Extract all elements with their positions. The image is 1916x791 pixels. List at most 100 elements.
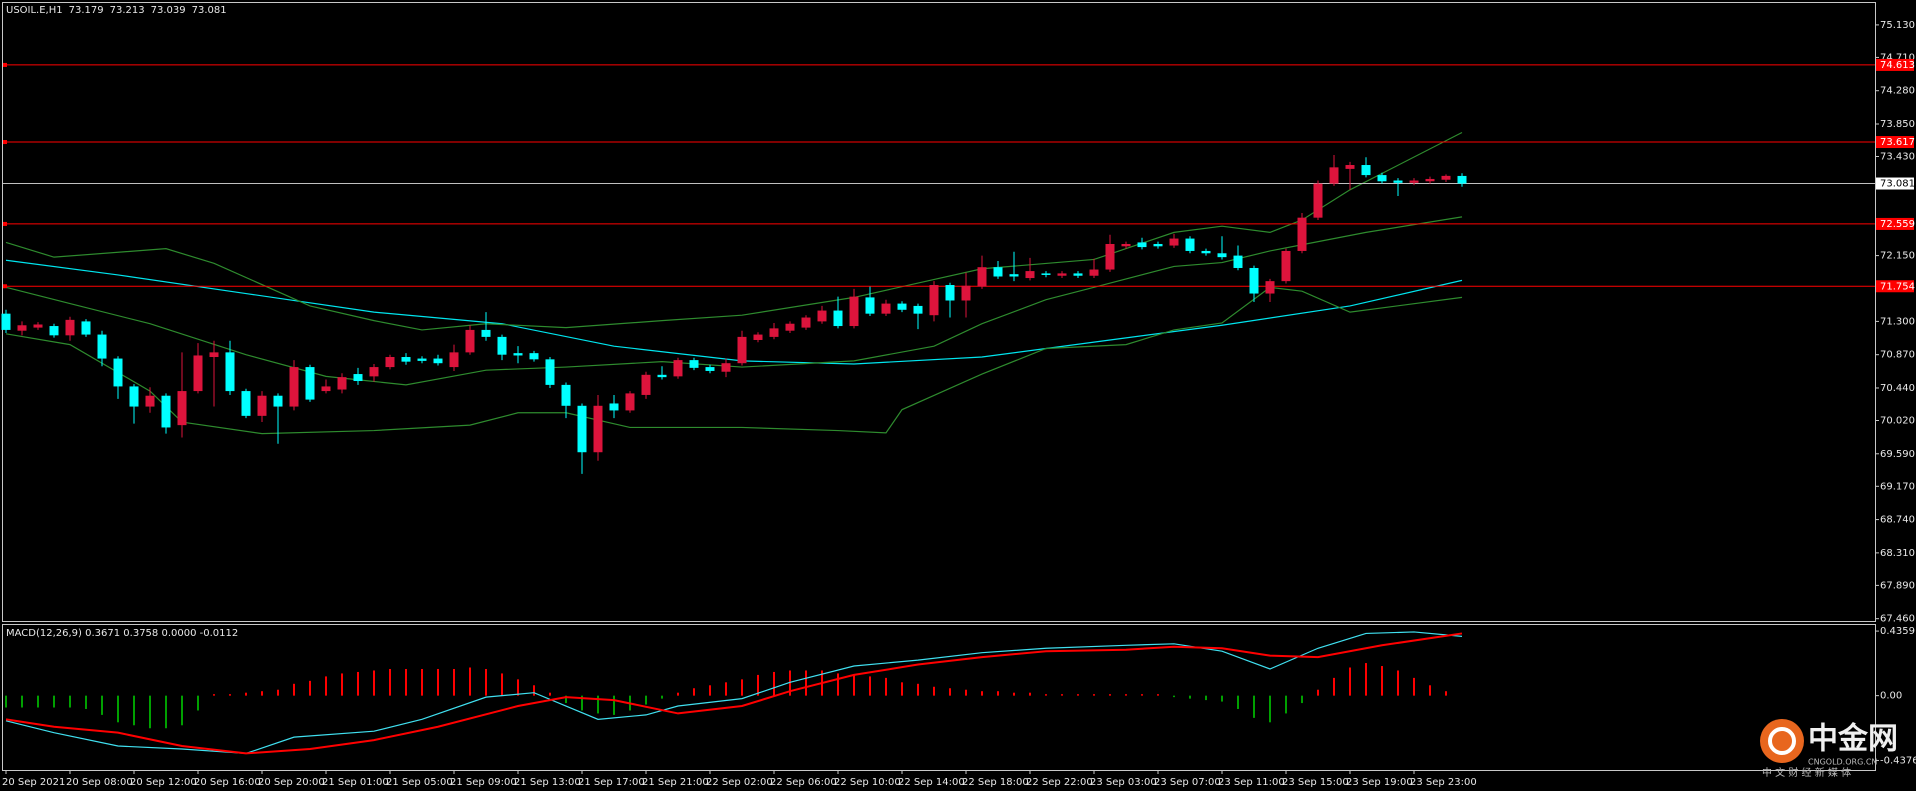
candle-body	[705, 367, 715, 371]
candle-body	[1137, 242, 1147, 248]
candle-body	[1425, 178, 1435, 182]
macd-bar	[1013, 692, 1015, 696]
watermark-slogan: 中 文 财 经 新 媒 体	[1762, 766, 1851, 779]
macd-bar	[965, 689, 967, 696]
candle-body	[113, 358, 123, 387]
candle-body	[737, 336, 747, 364]
x-tick-label: 23 Sep 15:00	[1282, 777, 1349, 788]
candle-body	[1121, 243, 1131, 247]
macd-bar	[933, 686, 935, 696]
header-open: 73.179	[69, 5, 104, 16]
candle-body	[1025, 271, 1035, 279]
macd-bar	[389, 668, 391, 696]
macd-bar	[405, 668, 407, 696]
macd-bar	[645, 695, 647, 705]
candle-body	[1041, 273, 1051, 275]
macd-bar	[5, 695, 7, 708]
x-tick-label: 21 Sep 21:00	[642, 777, 709, 788]
level-marker	[3, 140, 7, 145]
macd-bar	[133, 695, 135, 726]
candle-body	[1185, 238, 1195, 251]
symbol: USOIL.E,H1	[6, 5, 63, 16]
macd-bar	[661, 695, 663, 699]
candle-body	[257, 395, 267, 416]
macd-bar	[373, 670, 375, 696]
candle-body	[913, 305, 923, 314]
macd-bar	[725, 682, 727, 696]
macd-bar	[149, 695, 151, 729]
macd-bar	[901, 682, 903, 696]
candle-body	[337, 377, 347, 390]
macd-bar	[549, 692, 551, 696]
header-low: 73.039	[151, 5, 186, 16]
x-tick-label: 22 Sep 22:00	[1026, 777, 1093, 788]
candle-body	[625, 393, 635, 411]
candle-body	[1105, 243, 1115, 270]
header: USOIL.E,H1 73.179 73.213 73.039 73.081	[6, 5, 227, 16]
candle-body	[545, 359, 555, 385]
level-label-bg	[1876, 58, 1914, 71]
x-tick-label: 22 Sep 02:00	[706, 777, 773, 788]
candle-body	[785, 323, 795, 331]
candle-body	[321, 386, 331, 392]
candle-body	[1457, 175, 1467, 184]
candle-body	[1169, 238, 1179, 246]
macd-bar	[741, 679, 743, 696]
x-tick-label: 20 Sep 16:00	[194, 777, 261, 788]
macd-bar	[1045, 694, 1047, 696]
x-tick-label: 23 Sep 19:00	[1346, 777, 1413, 788]
x-tick-label: 20 Sep 2021	[2, 777, 65, 788]
candle-body	[433, 358, 443, 364]
x-tick-label: 21 Sep 09:00	[450, 777, 517, 788]
level-label-bg	[1876, 217, 1914, 230]
main-panel-frame	[2, 2, 1876, 622]
macd-bar	[469, 667, 471, 696]
x-tick-label: 20 Sep 20:00	[258, 777, 325, 788]
macd-bar	[917, 683, 919, 696]
macd-bar	[101, 695, 103, 715]
candle-body	[1329, 167, 1339, 184]
macd-bar	[517, 679, 519, 696]
candle-body	[129, 386, 139, 407]
macd-bar	[437, 668, 439, 696]
current-price-label: 73.081	[1880, 179, 1915, 190]
macd-line	[5, 632, 1463, 755]
macd-bar	[1349, 667, 1351, 696]
x-tick-label: 22 Sep 06:00	[770, 777, 837, 788]
macd-bar	[197, 695, 199, 711]
candle-body	[513, 353, 523, 356]
macd-bar	[1077, 694, 1079, 696]
x-tick-label: 20 Sep 08:00	[66, 777, 133, 788]
macd-bar	[85, 695, 87, 709]
candle-body	[1201, 250, 1211, 254]
candle-body	[977, 267, 987, 287]
candle-body	[97, 334, 107, 359]
candle-body	[993, 267, 1003, 277]
candle-body	[881, 303, 891, 314]
candle-body	[801, 317, 811, 328]
macd-bar	[1205, 695, 1207, 701]
watermark: 中金网 CNGOLD.ORG.CN 中 文 财 经 新 媒 体	[1760, 719, 1898, 779]
macd-bar	[277, 689, 279, 696]
candle-body	[225, 352, 235, 392]
macd-bar	[1125, 694, 1127, 696]
candle-body	[1089, 269, 1099, 276]
level-label: 71.754	[1880, 281, 1915, 292]
candle-body	[209, 352, 219, 358]
candle-body	[1217, 253, 1227, 258]
macd-bar	[597, 695, 599, 714]
macd-bar	[1445, 691, 1447, 696]
x-tick-label: 22 Sep 18:00	[962, 777, 1029, 788]
candle-body	[657, 374, 667, 378]
x-tick-label: 22 Sep 10:00	[834, 777, 901, 788]
candle-body	[161, 395, 171, 428]
macd-bar	[1189, 695, 1191, 699]
candle-body	[673, 360, 683, 377]
y-tick-label: 72.150	[1880, 251, 1915, 262]
macd-bar	[213, 694, 215, 696]
macd-bar	[565, 695, 567, 704]
macd-bar	[1029, 692, 1031, 696]
level-label-bg	[1876, 280, 1914, 293]
macd-bar	[1173, 695, 1175, 698]
